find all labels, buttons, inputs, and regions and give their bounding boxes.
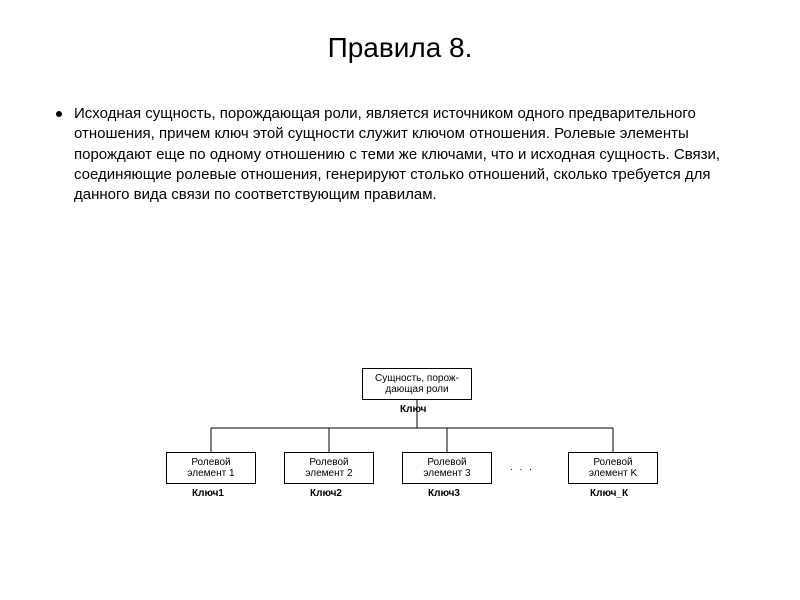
tree-diagram: Сущность, порож-дающая роли Ключ Ролевойэл… xyxy=(0,360,800,560)
bullet-dot-icon xyxy=(56,111,62,117)
bullet-item: Исходная сущность, порождающая роли, явл… xyxy=(56,104,744,205)
child-key-label-3: Ключ3 xyxy=(428,488,460,499)
page-title: Правила 8. xyxy=(0,0,800,104)
bullet-text: Исходная сущность, порождающая роли, явл… xyxy=(74,104,744,205)
child-node-4: Ролевойэлемент K xyxy=(568,452,658,484)
child-node-1: Ролевойэлемент 1 xyxy=(166,452,256,484)
root-node: Сущность, порож-дающая роли xyxy=(362,368,472,400)
root-key-label: Ключ xyxy=(400,404,426,415)
child-key-label-1: Ключ1 xyxy=(192,488,224,499)
ellipsis: . . . xyxy=(510,462,534,473)
child-key-label-2: Ключ2 xyxy=(310,488,342,499)
child-key-label-4: Ключ_К xyxy=(590,488,628,499)
body-text-container: Исходная сущность, порождающая роли, явл… xyxy=(0,104,800,205)
child-node-3: Ролевойэлемент 3 xyxy=(402,452,492,484)
child-node-2: Ролевойэлемент 2 xyxy=(284,452,374,484)
